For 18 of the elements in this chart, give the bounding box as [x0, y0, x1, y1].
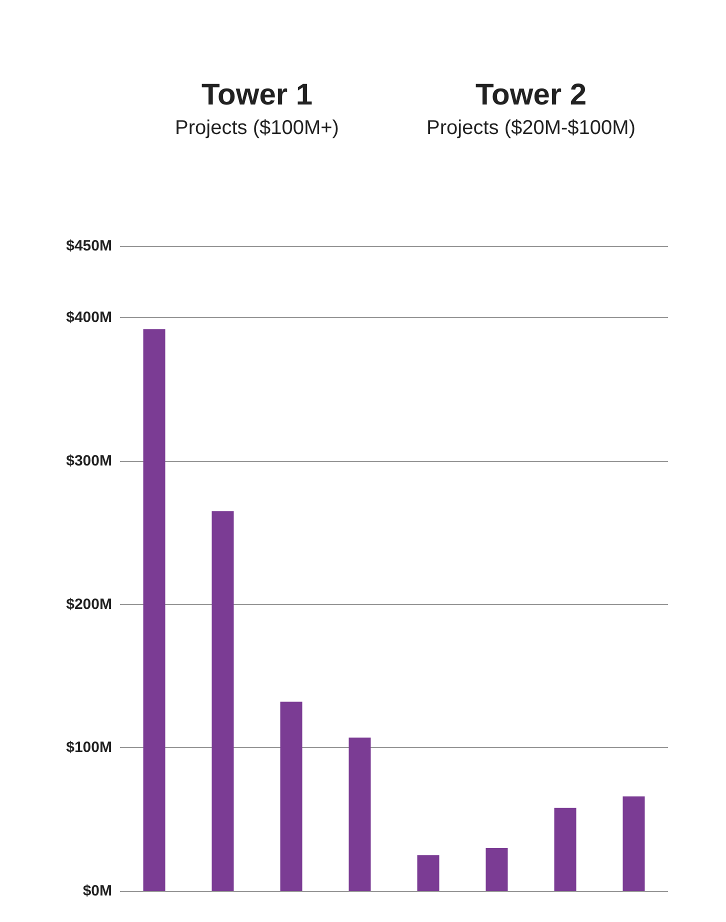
- bar: [143, 329, 166, 891]
- bar: [417, 855, 440, 891]
- text: Projects ($100M+): [175, 117, 339, 139]
- bar: [280, 702, 302, 891]
- text: Projects ($20M-$100M): [426, 117, 636, 139]
- y-tick-label: $300M: [66, 452, 112, 470]
- bar: [348, 738, 371, 891]
- text: Tower 2: [475, 78, 587, 112]
- y-tick-label: $400M: [66, 309, 112, 326]
- text: Tower 1: [201, 78, 313, 112]
- y-tick-label: $100M: [66, 739, 112, 756]
- bar: [486, 848, 508, 891]
- y-tick-label: $0M: [82, 882, 112, 900]
- bar: [212, 511, 234, 891]
- bar: [622, 796, 645, 891]
- y-tick-label: $450M: [66, 238, 112, 254]
- y-tick-label: $200M: [66, 596, 112, 613]
- bar: [554, 808, 576, 891]
